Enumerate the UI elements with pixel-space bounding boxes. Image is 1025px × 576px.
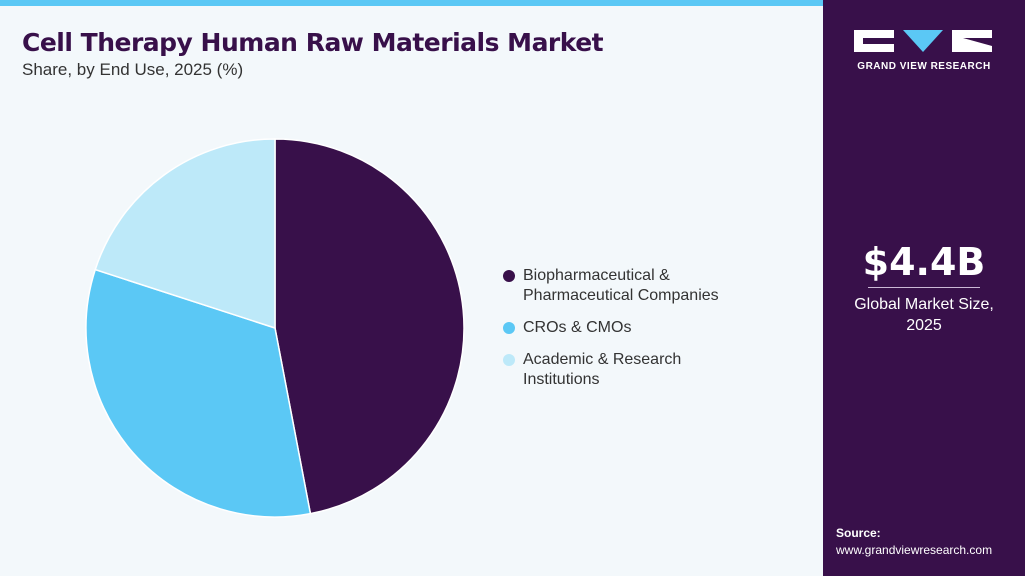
chart-subtitle: Share, by End Use, 2025 (%) <box>22 60 244 79</box>
market-size-label: Global Market Size, 2025 <box>854 296 994 334</box>
top-bar <box>0 0 823 6</box>
legend-label: Biopharmaceutical & Pharmaceutical Compa… <box>523 267 719 304</box>
legend-label: CROs & CMOs <box>523 319 632 336</box>
legend-marker <box>503 322 515 334</box>
legend-marker <box>503 354 515 366</box>
pie-chart <box>85 138 465 518</box>
legend-item: CROs & CMOs <box>503 318 743 338</box>
market-size: $4.4B <box>862 240 986 284</box>
pie-slice <box>94 138 276 330</box>
legend-label: Academic & Research Institutions <box>523 351 682 388</box>
side-panel: GRAND VIEW RESEARCH $4.4B Global Market … <box>823 0 1025 576</box>
divider <box>868 287 980 288</box>
source-title: Source: <box>836 526 881 540</box>
source-url: www.grandviewresearch.com <box>836 543 993 557</box>
legend: Biopharmaceutical & Pharmaceutical Compa… <box>503 266 743 402</box>
legend-item: Biopharmaceutical & Pharmaceutical Compa… <box>503 266 743 306</box>
legend-item: Academic & Research Institutions <box>503 350 743 390</box>
legend-marker <box>503 270 515 282</box>
pie-slice <box>274 138 465 515</box>
chart-title: Cell Therapy Human Raw Materials Market <box>22 28 604 57</box>
pie-slice <box>85 268 312 518</box>
logo <box>854 30 992 52</box>
brand-name: GRAND VIEW RESEARCH <box>857 61 991 72</box>
